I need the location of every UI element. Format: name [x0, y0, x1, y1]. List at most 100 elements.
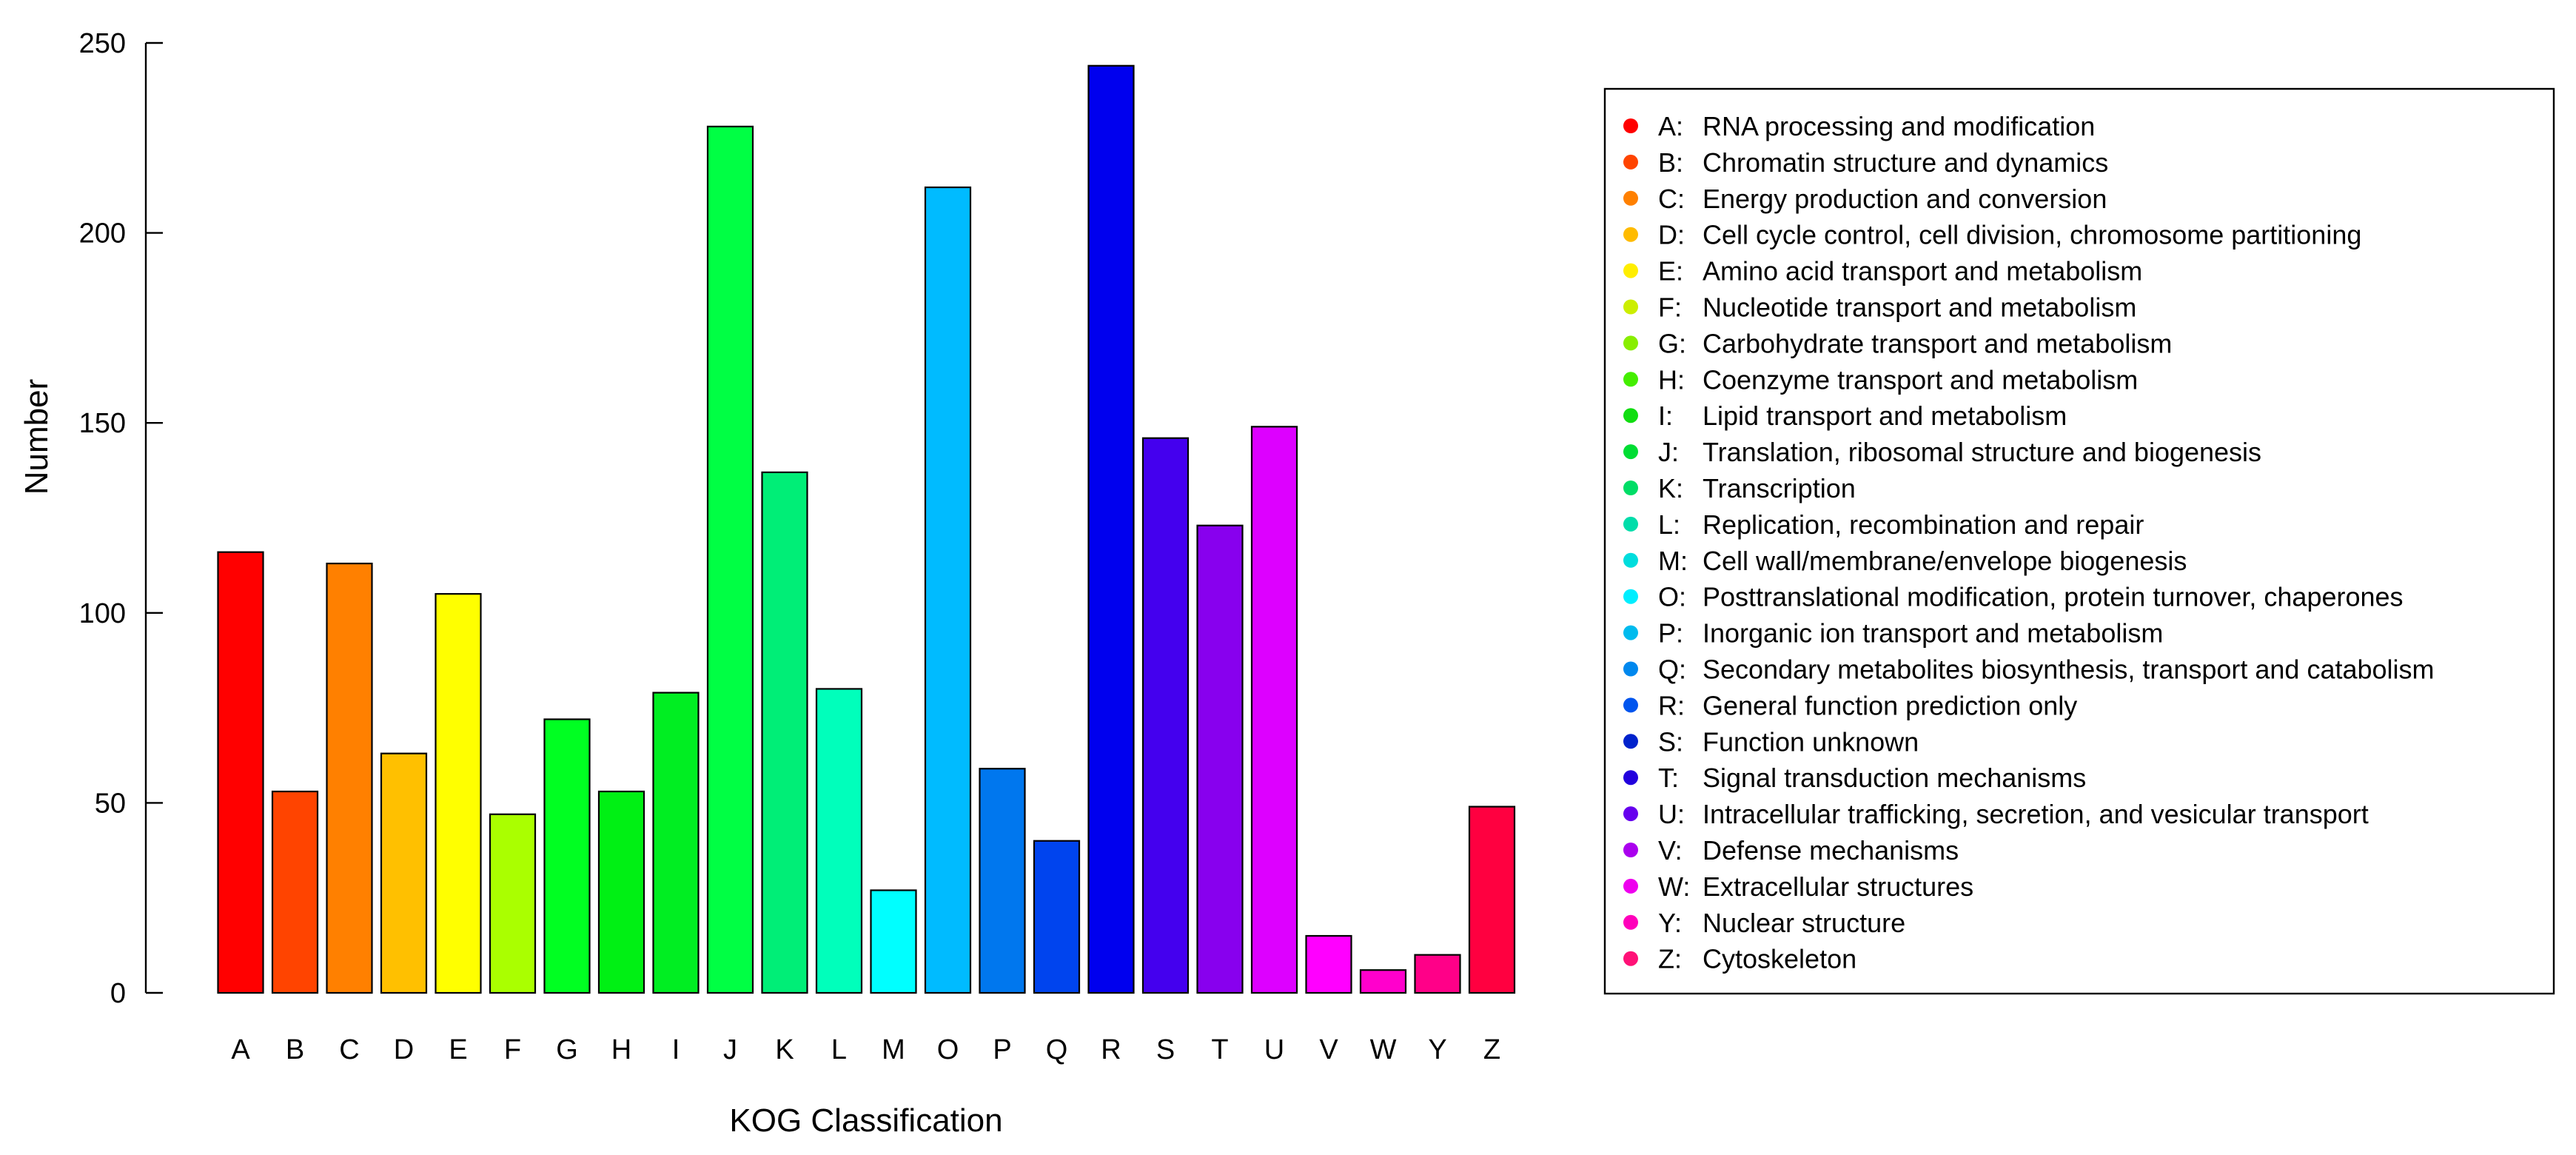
x-tick-label-J: J: [723, 1034, 737, 1065]
x-tick-label-P: P: [993, 1034, 1011, 1065]
bars: [217, 64, 1516, 994]
x-tick-label-C: C: [339, 1034, 359, 1065]
bar-F: [489, 813, 537, 994]
legend-label-Y: Nuclear structure: [1703, 908, 1905, 938]
x-tick-label-Y: Y: [1428, 1034, 1446, 1065]
legend-code-K: K:: [1658, 473, 1683, 503]
legend-label-F: Nucleotide transport and metabolism: [1703, 292, 2136, 323]
legend-label-A: RNA processing and modification: [1703, 111, 2095, 141]
legend-label-H: Coenzyme transport and metabolism: [1703, 364, 2138, 395]
legend-marker-V: [1623, 843, 1638, 857]
bar-A: [217, 551, 264, 994]
legend-label-D: Cell cycle control, cell division, chrom…: [1703, 220, 2361, 250]
legend-code-Z: Z:: [1658, 944, 1682, 974]
bar-H: [597, 790, 645, 994]
legend-label-R: General function prediction only: [1703, 690, 2077, 720]
legend-marker-I: [1623, 408, 1638, 424]
legend-code-L: L:: [1658, 509, 1680, 540]
legend-code-B: B:: [1658, 147, 1683, 178]
y-tick-label: 100: [79, 598, 126, 629]
legend-label-Q: Secondary metabolites biosynthesis, tran…: [1703, 654, 2435, 685]
legend-code-U: U:: [1658, 799, 1685, 829]
legend-label-V: Defense mechanisms: [1703, 835, 1959, 866]
bar-W: [1359, 969, 1407, 994]
legend-code-Q: Q:: [1658, 654, 1686, 685]
x-tick-label-W: W: [1370, 1034, 1397, 1065]
bar-Z: [1468, 806, 1516, 994]
bar-Q: [1033, 840, 1081, 994]
x-tick-label-H: H: [611, 1034, 631, 1065]
legend-code-J: J:: [1658, 437, 1679, 467]
y-tick-label: 250: [79, 28, 126, 59]
legend-label-S: Function unknown: [1703, 726, 1919, 757]
legend-label-T: Signal transduction mechanisms: [1703, 763, 2086, 793]
legend-label-C: Energy production and conversion: [1703, 184, 2107, 214]
x-tick-label-R: R: [1101, 1034, 1121, 1065]
bar-S: [1141, 437, 1190, 994]
legend-marker-E: [1623, 263, 1638, 278]
legend-label-B: Chromatin structure and dynamics: [1703, 147, 2108, 178]
legend-label-E: Amino acid transport and metabolism: [1703, 256, 2142, 287]
legend-marker-F: [1623, 299, 1638, 315]
legend-marker-U: [1623, 806, 1638, 822]
legend-code-C: C:: [1658, 184, 1685, 214]
legend-code-Y: Y:: [1658, 908, 1682, 938]
bar-K: [761, 471, 808, 994]
legend-label-P: Inorganic ion transport and metabolism: [1703, 618, 2163, 649]
legend-code-W: W:: [1658, 871, 1690, 902]
x-tick-label-A: A: [231, 1034, 250, 1065]
x-tick-label-M: M: [882, 1034, 905, 1065]
legend-label-M: Cell wall/membrane/envelope biogenesis: [1703, 546, 2187, 576]
x-tick-label-Q: Q: [1046, 1034, 1068, 1065]
legend-marker-D: [1623, 227, 1638, 242]
bar-J: [706, 125, 754, 994]
bar-M: [870, 889, 917, 994]
y-tick-label: 200: [79, 218, 126, 250]
bar-T: [1196, 524, 1244, 994]
bar-I: [652, 692, 700, 994]
y-axis-title: Number: [19, 379, 55, 495]
legend-marker-O: [1623, 589, 1638, 604]
legend-label-K: Transcription: [1703, 473, 1856, 503]
bar-P: [979, 768, 1026, 994]
bar-U: [1250, 426, 1298, 994]
x-tick-label-I: I: [672, 1034, 680, 1065]
legend-code-F: F:: [1658, 292, 1682, 323]
bar-V: [1305, 934, 1352, 994]
legend-marker-P: [1623, 625, 1638, 640]
y-axis: 0 50 100 150 200 250: [79, 28, 163, 1009]
legend-label-Z: Cytoskeleton: [1703, 944, 1856, 974]
legend-code-P: P:: [1658, 618, 1683, 649]
legend: A: RNA processing and modification B: Chrom…: [1603, 87, 2555, 995]
legend-label-O: Posttranslational modification, protein …: [1703, 582, 2404, 612]
legend-code-S: S:: [1658, 726, 1683, 757]
legend-code-T: T:: [1658, 763, 1679, 793]
legend-marker-A: [1623, 118, 1638, 133]
x-tick-label-K: K: [775, 1034, 794, 1065]
bar-E: [435, 593, 482, 994]
bar-R: [1087, 64, 1135, 994]
x-tick-label-O: O: [937, 1034, 959, 1065]
bar-C: [326, 562, 373, 994]
legend-marker-C: [1623, 190, 1638, 206]
x-tick-label-V: V: [1319, 1034, 1338, 1065]
legend-marker-W: [1623, 878, 1638, 894]
legend-code-O: O:: [1658, 582, 1686, 612]
legend-label-G: Carbohydrate transport and metabolism: [1703, 328, 2172, 358]
legend-code-R: R:: [1658, 690, 1685, 720]
legend-marker-Y: [1623, 914, 1638, 930]
legend-marker-B: [1623, 154, 1638, 170]
legend-code-M: M:: [1658, 546, 1688, 576]
x-tick-label-E: E: [449, 1034, 467, 1065]
y-tick-label: 50: [95, 788, 126, 819]
legend-code-D: D:: [1658, 220, 1685, 250]
x-tick-label-S: S: [1156, 1034, 1175, 1065]
x-tick-label-F: F: [504, 1034, 521, 1065]
legend-marker-K: [1623, 481, 1638, 495]
bar-Y: [1414, 954, 1461, 994]
x-tick-label-L: L: [831, 1034, 847, 1065]
legend-marker-T: [1623, 770, 1638, 786]
legend-marker-S: [1623, 734, 1638, 749]
